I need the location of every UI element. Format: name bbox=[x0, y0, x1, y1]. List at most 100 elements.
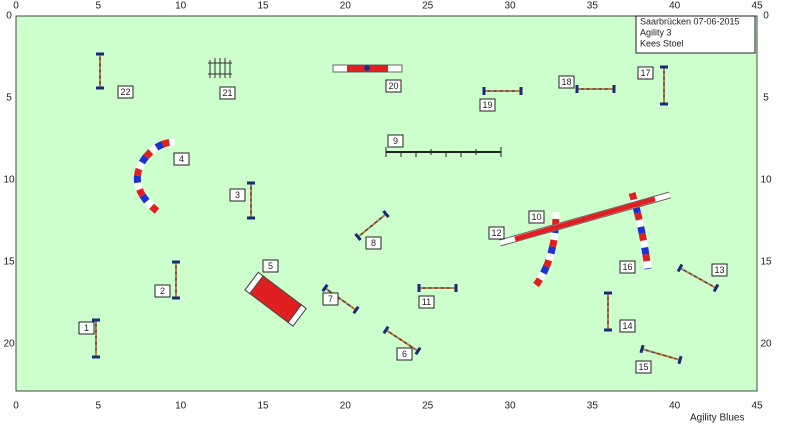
x-tick-label: 20 bbox=[340, 1, 352, 12]
info-line: Agility 3 bbox=[640, 27, 672, 37]
jump-bar-core bbox=[360, 215, 384, 236]
obstacle-number: 2 bbox=[160, 286, 165, 296]
long-jump bbox=[385, 147, 502, 157]
label-box bbox=[558, 75, 575, 89]
jump-bar-core bbox=[327, 289, 354, 309]
obstacle-number: 19 bbox=[482, 100, 492, 110]
x-tick-label: 40 bbox=[669, 1, 681, 12]
label-box bbox=[396, 347, 413, 361]
jump-wing bbox=[639, 344, 645, 354]
obstacle-number: 5 bbox=[268, 261, 273, 271]
y-tick-label: 10 bbox=[760, 175, 772, 186]
label-box bbox=[385, 79, 402, 93]
x-tick-label: 5 bbox=[96, 401, 102, 412]
label-box bbox=[365, 236, 382, 250]
obstacle-number: 6 bbox=[402, 349, 407, 359]
label-box bbox=[711, 263, 728, 277]
label-box bbox=[387, 134, 404, 148]
label-box bbox=[635, 360, 652, 374]
jump-wing bbox=[414, 346, 422, 356]
x-tick-label: 30 bbox=[504, 1, 516, 12]
label-box bbox=[418, 295, 435, 309]
jump-wing bbox=[354, 232, 362, 242]
label-box bbox=[229, 188, 246, 202]
label-box bbox=[479, 98, 496, 112]
y-tick-label: 5 bbox=[763, 93, 769, 104]
x-tick-label: 25 bbox=[422, 1, 434, 12]
obstacle-number: 17 bbox=[640, 68, 650, 78]
y-tick-label: 15 bbox=[760, 257, 772, 268]
jump-wing bbox=[321, 283, 329, 293]
obstacle-number: 21 bbox=[222, 88, 232, 98]
chute bbox=[244, 271, 307, 327]
jump-wing bbox=[382, 209, 390, 219]
label-box bbox=[117, 85, 134, 99]
x-tick-label: 30 bbox=[504, 401, 516, 412]
obstacle-number: 14 bbox=[622, 321, 632, 331]
label-box bbox=[322, 292, 339, 306]
y-tick-label: 10 bbox=[3, 175, 15, 186]
x-tick-label: 0 bbox=[13, 1, 19, 12]
y-tick-label: 0 bbox=[763, 11, 769, 22]
y-tick-label: 20 bbox=[760, 339, 772, 350]
y-tick-label: 5 bbox=[6, 93, 12, 104]
obstacle-number: 12 bbox=[491, 228, 501, 238]
obstacle-number: 15 bbox=[638, 362, 648, 372]
x-tick-label: 35 bbox=[587, 1, 599, 12]
label-box bbox=[528, 210, 545, 224]
jump-wing bbox=[677, 355, 683, 365]
x-tick-label: 45 bbox=[751, 401, 763, 412]
y-tick-label: 20 bbox=[3, 339, 15, 350]
label-box bbox=[78, 321, 95, 335]
obstacle-number: 16 bbox=[622, 262, 632, 272]
label-box bbox=[154, 284, 171, 298]
obstacle-number: 4 bbox=[179, 154, 184, 164]
obstacle-number: 8 bbox=[371, 238, 376, 248]
label-box bbox=[219, 86, 236, 100]
x-tick-label: 35 bbox=[587, 401, 599, 412]
jump-bar-core bbox=[645, 349, 677, 360]
y-tick-label: 15 bbox=[3, 257, 15, 268]
obstacle-number: 3 bbox=[235, 190, 240, 200]
x-tick-label: 10 bbox=[175, 401, 187, 412]
label-box bbox=[637, 66, 654, 80]
obstacle-number: 1 bbox=[84, 323, 89, 333]
label-box bbox=[262, 259, 279, 273]
x-tick-label: 25 bbox=[422, 401, 434, 412]
y-tick-label: 0 bbox=[6, 11, 12, 22]
x-tick-label: 10 bbox=[175, 1, 187, 12]
x-tick-label: 45 bbox=[751, 1, 763, 12]
obstacle-number: 11 bbox=[422, 297, 431, 307]
x-tick-label: 15 bbox=[257, 1, 269, 12]
tunnel bbox=[133, 138, 652, 288]
label-box bbox=[173, 152, 190, 166]
dog-walk bbox=[332, 64, 671, 247]
footer: Agility Blues bbox=[690, 413, 744, 424]
x-tick-label: 40 bbox=[669, 401, 681, 412]
x-tick-label: 15 bbox=[257, 401, 269, 412]
x-tick-label: 5 bbox=[96, 1, 102, 12]
label-box bbox=[619, 260, 636, 274]
info-line: Kees Stoel bbox=[640, 38, 684, 48]
obstacle-number: 7 bbox=[328, 294, 333, 304]
obstacle-number: 20 bbox=[388, 81, 398, 91]
label-box bbox=[488, 226, 505, 240]
obstacle-number: 18 bbox=[561, 77, 571, 87]
info-box bbox=[635, 15, 756, 54]
jump-wing bbox=[382, 325, 390, 335]
jump-bar-core bbox=[388, 331, 416, 350]
wall bbox=[208, 58, 232, 78]
jump-wing bbox=[712, 283, 720, 293]
jump-wing bbox=[676, 263, 684, 273]
obstacle-number: 22 bbox=[120, 87, 130, 97]
obstacles bbox=[92, 52, 720, 365]
label-box bbox=[619, 319, 636, 333]
obstacle-number: 10 bbox=[531, 212, 541, 222]
x-tick-label: 0 bbox=[13, 401, 19, 412]
x-tick-label: 20 bbox=[340, 401, 352, 412]
obstacle-number: 13 bbox=[714, 265, 724, 275]
info-line: Saarbrücken 07-06-2015 bbox=[640, 16, 740, 26]
jump-wing bbox=[352, 305, 360, 315]
obstacle-number: 9 bbox=[393, 136, 398, 146]
